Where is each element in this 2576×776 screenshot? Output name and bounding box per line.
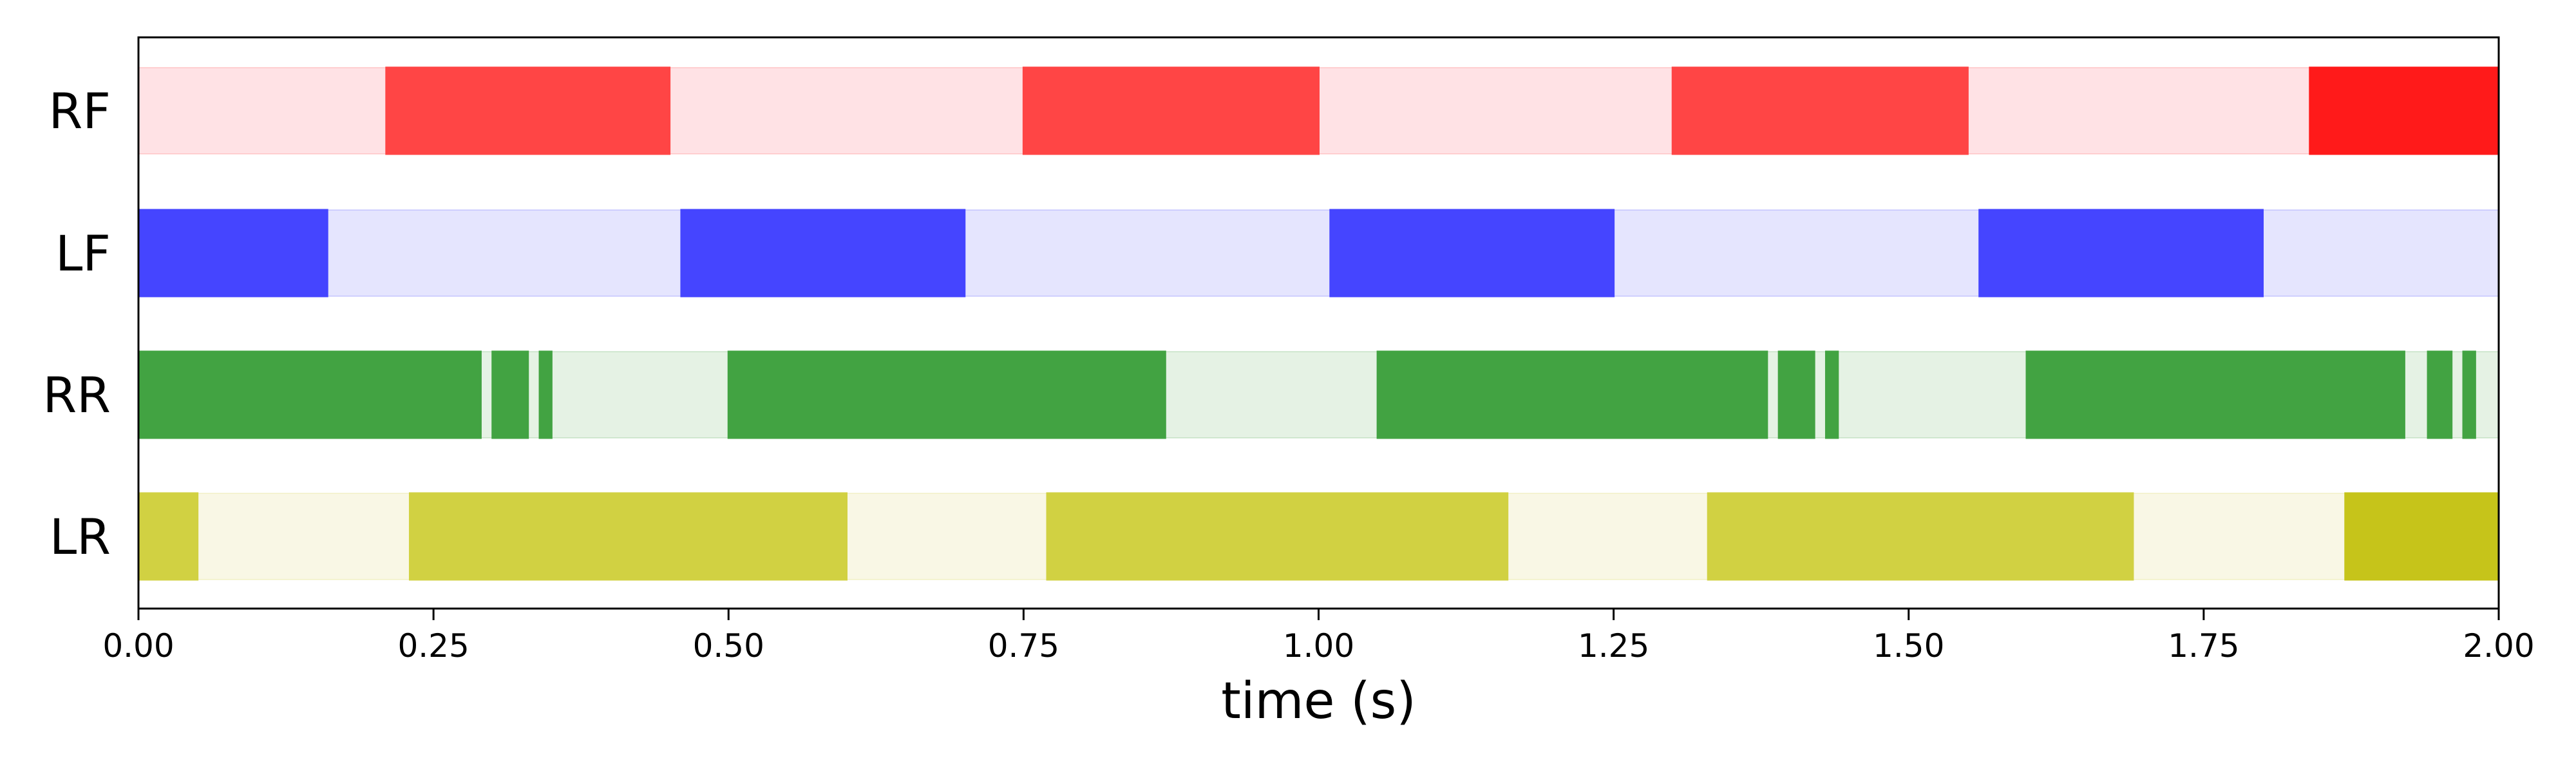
stance-bar-rf-4 bbox=[2309, 66, 2500, 155]
x-tick-label: 1.25 bbox=[1578, 627, 1649, 665]
stance-bar-rr-7 bbox=[1824, 350, 1839, 439]
row-label-lf: LF bbox=[55, 225, 111, 282]
stance-bar-rr-1 bbox=[137, 350, 482, 439]
x-tick-label: 2.00 bbox=[2463, 627, 2534, 665]
x-tick-label: 0.50 bbox=[693, 627, 764, 665]
stance-bar-rr-4 bbox=[727, 350, 1166, 439]
row-label-rf: RF bbox=[48, 82, 111, 140]
stance-bar-rr-6 bbox=[1777, 350, 1815, 439]
x-tick-label: 1.75 bbox=[2168, 627, 2239, 665]
stance-bar-rr-10 bbox=[2462, 350, 2476, 439]
x-axis: 0.00 0.25 0.50 0.75 1.00 1.25 1.50 1.75 2.00 bbox=[102, 609, 2535, 665]
stance-bar-rr-2 bbox=[491, 350, 529, 439]
row-label-lr: LR bbox=[50, 508, 111, 565]
x-axis-label: time (s) bbox=[1221, 672, 1416, 730]
row-labels: RF LF RR LR bbox=[43, 82, 111, 565]
stance-bar-rf-1 bbox=[385, 66, 671, 155]
x-tick-label: 1.50 bbox=[1873, 627, 1944, 665]
stance-bar-lr-3 bbox=[1046, 492, 1509, 581]
stance-bar-rf-3 bbox=[1671, 66, 1969, 155]
stance-bar-lr-2 bbox=[408, 492, 848, 581]
stance-bar-rr-5 bbox=[1376, 350, 1768, 439]
stance-bar-lf-1 bbox=[137, 209, 328, 298]
row-label-rr: RR bbox=[43, 366, 111, 424]
bars-layer bbox=[137, 66, 2500, 581]
x-tick-label: 0.25 bbox=[397, 627, 469, 665]
stance-bar-lf-4 bbox=[1978, 209, 2264, 298]
stance-bar-rr-3 bbox=[538, 350, 553, 439]
x-tick-label: 0.00 bbox=[102, 627, 174, 665]
stance-bar-lf-3 bbox=[1329, 209, 1615, 298]
stance-bar-rr-9 bbox=[2427, 350, 2453, 439]
x-tick-label: 0.75 bbox=[988, 627, 1059, 665]
x-tick-label: 1.00 bbox=[1283, 627, 1354, 665]
stance-bar-rf-2 bbox=[1022, 66, 1320, 155]
stance-bar-lr-1 bbox=[137, 492, 199, 581]
stance-bar-rr-8 bbox=[2025, 350, 2405, 439]
stance-bar-lf-2 bbox=[680, 209, 966, 298]
stance-bar-lr-5 bbox=[2344, 492, 2500, 581]
stance-bar-lr-4 bbox=[1707, 492, 2134, 581]
